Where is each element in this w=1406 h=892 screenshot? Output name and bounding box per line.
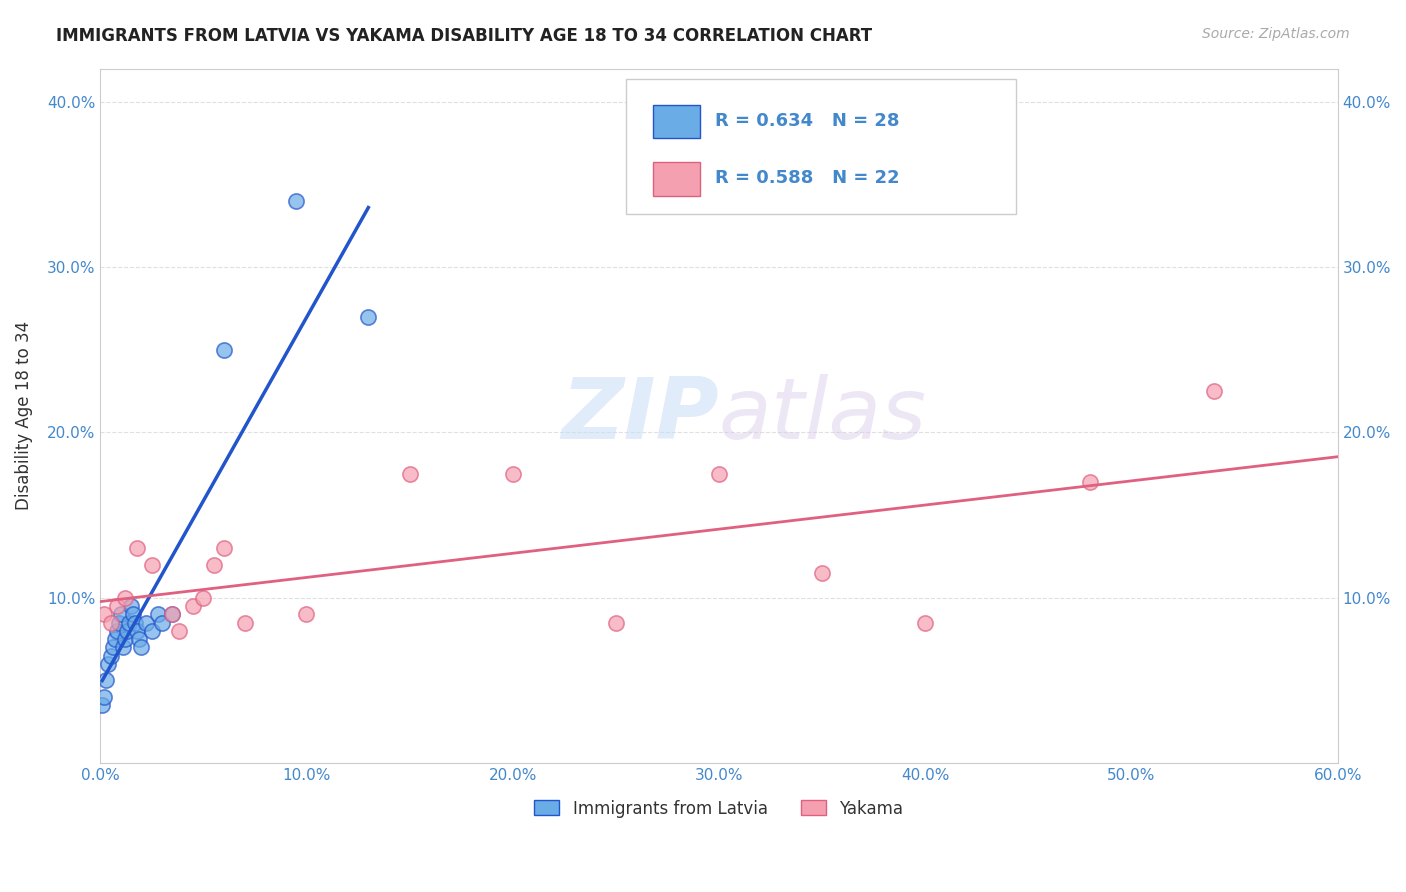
Point	[141, 558, 163, 572]
Point	[118, 615, 141, 630]
Point	[122, 607, 145, 622]
Point	[146, 607, 169, 622]
Point	[105, 624, 128, 638]
Point	[135, 615, 157, 630]
Point	[93, 607, 115, 622]
Point	[120, 599, 142, 613]
Point	[100, 615, 122, 630]
Point	[295, 607, 318, 622]
Point	[193, 591, 215, 605]
Point	[131, 640, 153, 655]
Legend: Immigrants from Latvia, Yakama: Immigrants from Latvia, Yakama	[527, 793, 910, 824]
Point	[605, 615, 627, 630]
Point	[97, 657, 120, 671]
Point	[100, 648, 122, 663]
Point	[502, 467, 524, 481]
Point	[141, 624, 163, 638]
Point	[162, 607, 184, 622]
Point	[105, 599, 128, 613]
Y-axis label: Disability Age 18 to 34: Disability Age 18 to 34	[15, 321, 32, 510]
Point	[181, 599, 204, 613]
Point	[128, 632, 150, 646]
Point	[1078, 475, 1101, 489]
Point	[811, 566, 834, 580]
Point	[398, 467, 420, 481]
Point	[212, 343, 235, 357]
Point	[115, 624, 138, 638]
Text: atlas: atlas	[718, 375, 927, 458]
Point	[150, 615, 173, 630]
Text: ZIP: ZIP	[561, 375, 718, 458]
Text: IMMIGRANTS FROM LATVIA VS YAKAMA DISABILITY AGE 18 TO 34 CORRELATION CHART: IMMIGRANTS FROM LATVIA VS YAKAMA DISABIL…	[56, 27, 872, 45]
Text: Source: ZipAtlas.com: Source: ZipAtlas.com	[1202, 27, 1350, 41]
FancyBboxPatch shape	[626, 78, 1017, 214]
Point	[167, 624, 190, 638]
Point	[101, 640, 124, 655]
Text: R = 0.588   N = 22: R = 0.588 N = 22	[716, 169, 900, 187]
Point	[114, 591, 136, 605]
FancyBboxPatch shape	[654, 104, 700, 138]
Point	[110, 607, 132, 622]
Point	[285, 194, 308, 208]
Point	[1202, 384, 1225, 398]
Text: R = 0.634   N = 28: R = 0.634 N = 28	[716, 112, 900, 129]
Point	[93, 690, 115, 704]
Point	[111, 640, 134, 655]
Point	[914, 615, 936, 630]
Point	[104, 632, 127, 646]
Point	[212, 541, 235, 555]
Point	[127, 541, 149, 555]
Point	[233, 615, 256, 630]
Point	[162, 607, 184, 622]
Point	[91, 698, 114, 713]
Point	[707, 467, 730, 481]
Point	[202, 558, 225, 572]
Point	[124, 615, 146, 630]
Point	[114, 632, 136, 646]
FancyBboxPatch shape	[654, 162, 700, 195]
Point	[127, 624, 149, 638]
Point	[357, 310, 380, 324]
Point	[108, 615, 131, 630]
Point	[96, 673, 118, 688]
